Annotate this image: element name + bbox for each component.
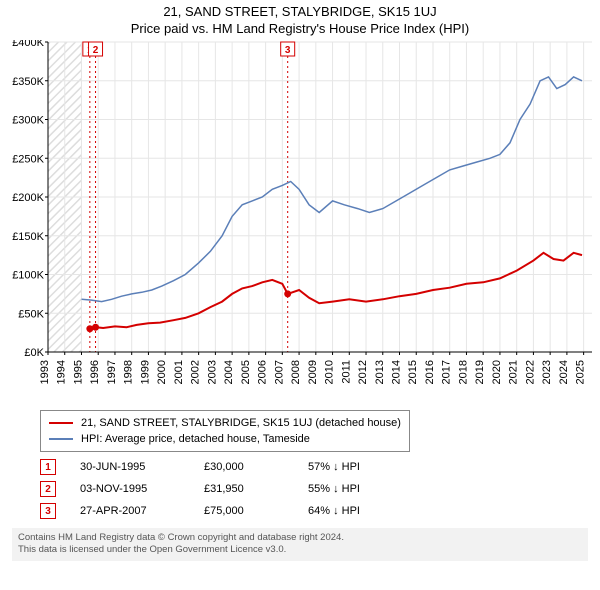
page-subtitle: Price paid vs. HM Land Registry's House …	[0, 21, 600, 36]
svg-text:1996: 1996	[89, 360, 101, 384]
legend-row-property: 21, SAND STREET, STALYBRIDGE, SK15 1UJ (…	[49, 415, 401, 431]
svg-text:1995: 1995	[72, 360, 84, 384]
svg-text:£350K: £350K	[12, 76, 44, 88]
legend-swatch-property	[49, 422, 73, 424]
legend-row-hpi: HPI: Average price, detached house, Tame…	[49, 431, 401, 447]
svg-text:2018: 2018	[457, 360, 469, 384]
sale-date-2: 03-NOV-1995	[80, 483, 180, 495]
svg-text:2024: 2024	[558, 360, 570, 384]
legend-swatch-hpi	[49, 438, 73, 440]
svg-text:£250K: £250K	[12, 153, 44, 165]
svg-text:1994: 1994	[56, 360, 68, 384]
svg-text:2021: 2021	[508, 360, 520, 384]
sale-marker-3: 3	[40, 503, 56, 519]
svg-text:2006: 2006	[257, 360, 269, 384]
page-title: 21, SAND STREET, STALYBRIDGE, SK15 1UJ	[0, 4, 600, 19]
sale-ratio-1: 57% ↓ HPI	[308, 461, 360, 473]
svg-text:2010: 2010	[324, 360, 336, 384]
svg-text:2019: 2019	[474, 360, 486, 384]
footer-attribution: Contains HM Land Registry data © Crown c…	[12, 528, 588, 561]
svg-text:2007: 2007	[273, 360, 285, 384]
footer-line-2: This data is licensed under the Open Gov…	[18, 544, 582, 556]
sale-price-1: £30,000	[204, 461, 284, 473]
sale-ratio-3: 64% ↓ HPI	[308, 505, 360, 517]
legend-label-property: 21, SAND STREET, STALYBRIDGE, SK15 1UJ (…	[81, 417, 401, 429]
sale-date-1: 30-JUN-1995	[80, 461, 180, 473]
svg-text:2000: 2000	[156, 360, 168, 384]
svg-text:2001: 2001	[173, 360, 185, 384]
svg-text:3: 3	[285, 45, 291, 56]
svg-text:£200K: £200K	[12, 192, 44, 204]
chart-container: 123£0K£50K£100K£150K£200K£250K£300K£350K…	[0, 40, 600, 404]
svg-text:2002: 2002	[190, 360, 202, 384]
sale-ratio-2: 55% ↓ HPI	[308, 483, 360, 495]
svg-text:1999: 1999	[139, 360, 151, 384]
svg-text:2025: 2025	[575, 360, 587, 384]
svg-text:2: 2	[93, 45, 99, 56]
svg-text:£300K: £300K	[12, 115, 44, 127]
svg-text:2014: 2014	[391, 360, 403, 384]
svg-text:2009: 2009	[307, 360, 319, 384]
sale-row-3: 3 27-APR-2007 £75,000 64% ↓ HPI	[40, 500, 588, 522]
svg-text:1998: 1998	[123, 360, 135, 384]
svg-text:2004: 2004	[223, 360, 235, 384]
svg-text:2008: 2008	[290, 360, 302, 384]
svg-text:1993: 1993	[39, 360, 51, 384]
svg-text:2012: 2012	[357, 360, 369, 384]
sale-price-3: £75,000	[204, 505, 284, 517]
price-chart: 123£0K£50K£100K£150K£200K£250K£300K£350K…	[0, 40, 600, 404]
sale-price-2: £31,950	[204, 483, 284, 495]
legend-box: 21, SAND STREET, STALYBRIDGE, SK15 1UJ (…	[40, 410, 410, 452]
footer-line-1: Contains HM Land Registry data © Crown c…	[18, 532, 582, 544]
svg-text:2005: 2005	[240, 360, 252, 384]
svg-text:£0K: £0K	[24, 347, 44, 359]
sale-row-1: 1 30-JUN-1995 £30,000 57% ↓ HPI	[40, 456, 588, 478]
sale-marker-1: 1	[40, 459, 56, 475]
svg-text:2011: 2011	[340, 360, 352, 384]
sale-row-2: 2 03-NOV-1995 £31,950 55% ↓ HPI	[40, 478, 588, 500]
sale-marker-2: 2	[40, 481, 56, 497]
svg-text:2022: 2022	[524, 360, 536, 384]
svg-text:2015: 2015	[407, 360, 419, 384]
svg-text:2016: 2016	[424, 360, 436, 384]
svg-text:2020: 2020	[491, 360, 503, 384]
svg-text:£100K: £100K	[12, 270, 44, 282]
svg-text:2013: 2013	[374, 360, 386, 384]
sales-table: 1 30-JUN-1995 £30,000 57% ↓ HPI 2 03-NOV…	[40, 456, 588, 522]
svg-text:2003: 2003	[206, 360, 218, 384]
legend-label-hpi: HPI: Average price, detached house, Tame…	[81, 433, 310, 445]
svg-text:2023: 2023	[541, 360, 553, 384]
svg-text:£400K: £400K	[12, 40, 44, 49]
svg-text:£150K: £150K	[12, 231, 44, 243]
svg-text:£50K: £50K	[18, 308, 44, 320]
svg-text:1997: 1997	[106, 360, 118, 384]
sale-date-3: 27-APR-2007	[80, 505, 180, 517]
svg-text:2017: 2017	[441, 360, 453, 384]
